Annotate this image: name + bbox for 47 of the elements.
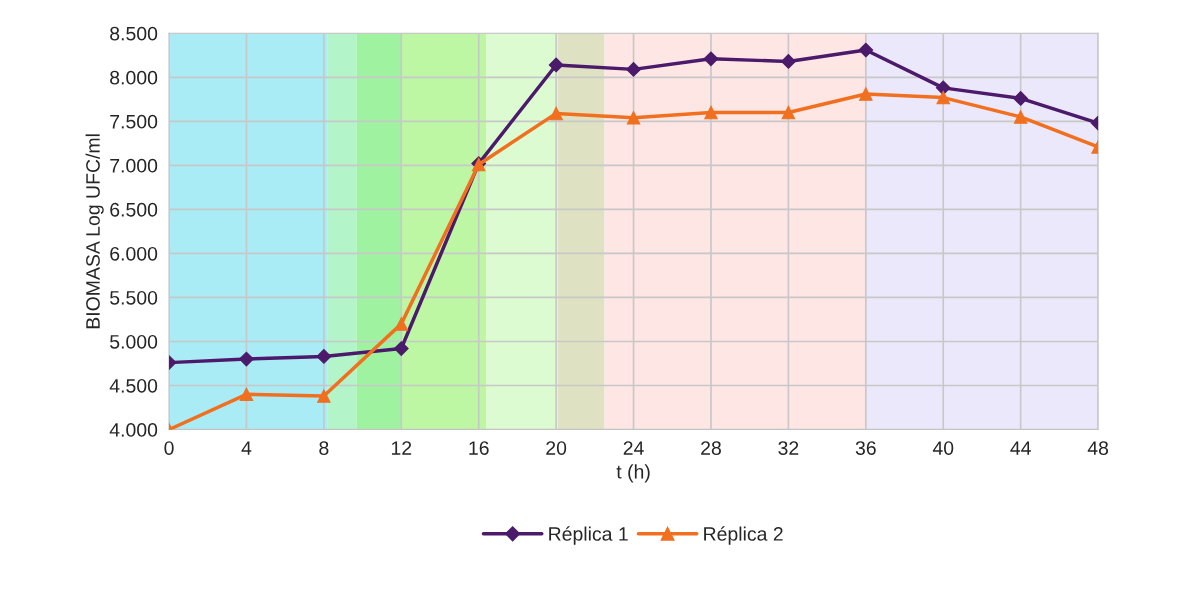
point: [1013, 91, 1029, 106]
point: [548, 57, 564, 73]
y-tick-label: 8.500: [110, 26, 158, 41]
point: [703, 51, 719, 67]
y-tick-label: 4.000: [109, 423, 158, 437]
y-axis-title: BIOMASA Log UFC/ml: [85, 134, 104, 329]
point: [317, 389, 331, 403]
x-tick-label: 48: [1087, 441, 1109, 455]
x-axis-title: t (h): [616, 464, 650, 483]
point: [858, 42, 874, 58]
point: [239, 351, 254, 367]
point: [859, 87, 873, 101]
x-tick-label: 8: [319, 441, 329, 455]
x-tick-label: 32: [778, 441, 799, 455]
y-tick-label: 7.000: [110, 158, 158, 173]
point: [316, 349, 332, 364]
legend-label: Réplica 2: [704, 526, 783, 545]
x-tick-label: 28: [701, 441, 721, 455]
point: [936, 90, 951, 105]
y-tick-label: 5.000: [110, 334, 158, 349]
legend-label: Réplica 1: [549, 526, 628, 545]
point: [781, 105, 796, 120]
point: [781, 54, 796, 69]
y-tick-label: 5.500: [110, 290, 158, 305]
point: [935, 80, 951, 96]
x-tick-label: 44: [1010, 441, 1031, 455]
point: [1013, 110, 1028, 124]
x-tick-label: 0: [164, 441, 174, 455]
y-tick-label: 6.000: [110, 246, 158, 261]
y-tick-label: 6.500: [110, 202, 158, 217]
x-tick-label: 12: [391, 441, 412, 455]
x-tick-label: 20: [546, 441, 567, 455]
point: [704, 105, 718, 120]
point: [394, 317, 409, 331]
x-tick-label: 36: [855, 441, 876, 455]
point: [393, 341, 409, 356]
point: [626, 61, 641, 77]
point: [626, 111, 641, 125]
y-tick-label: 8.000: [110, 70, 158, 85]
y-tick-label: 7.500: [110, 114, 158, 129]
point: [549, 106, 563, 121]
x-tick-label: 40: [932, 441, 954, 455]
y-tick-label: 4.500: [109, 378, 158, 393]
x-tick-label: 24: [623, 441, 644, 455]
x-tick-label: 4: [241, 441, 252, 455]
point: [239, 387, 254, 402]
x-tick-label: 16: [469, 441, 489, 455]
